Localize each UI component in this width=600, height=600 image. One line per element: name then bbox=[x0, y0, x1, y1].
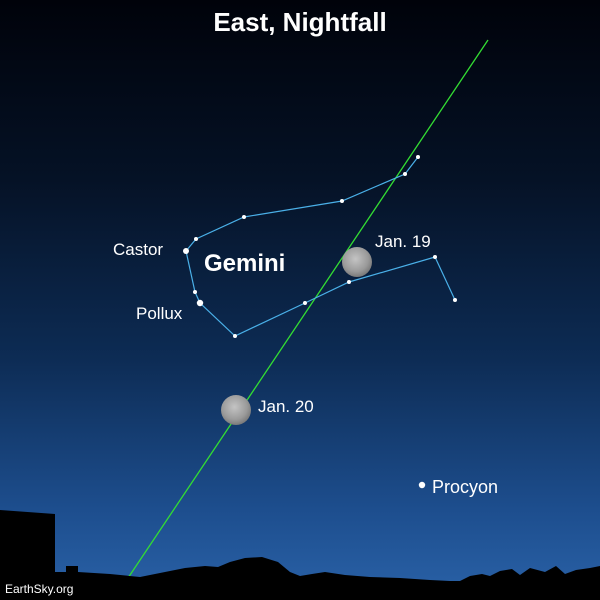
star bbox=[453, 298, 457, 302]
credit-watermark: EarthSky.org bbox=[5, 582, 74, 596]
gemini-stars bbox=[183, 155, 457, 338]
gemini-pollux-line bbox=[185, 250, 456, 337]
moon-date-label-jan-20: Jan. 20 bbox=[258, 397, 314, 416]
landscape-silhouette bbox=[0, 510, 600, 600]
pollux-label: Pollux bbox=[136, 304, 183, 323]
star bbox=[193, 290, 197, 294]
star bbox=[303, 301, 307, 305]
chart-title: East, Nightfall bbox=[213, 7, 387, 37]
star bbox=[233, 334, 237, 338]
star bbox=[340, 199, 344, 203]
ecliptic-line bbox=[127, 39, 489, 579]
castor-star bbox=[183, 248, 189, 254]
moon-jan-20 bbox=[221, 395, 251, 425]
castor-label: Castor bbox=[113, 240, 164, 259]
star bbox=[416, 155, 420, 159]
procyon-label: Procyon bbox=[432, 477, 499, 497]
moon-jan-19 bbox=[342, 247, 372, 277]
star bbox=[433, 255, 437, 259]
moon-date-label-jan-19: Jan. 19 bbox=[375, 232, 431, 251]
procyon-star bbox=[418, 481, 426, 489]
gemini-castor-line bbox=[185, 156, 419, 252]
star bbox=[347, 280, 351, 284]
star bbox=[403, 172, 407, 176]
star bbox=[242, 215, 246, 219]
constellation-label: Gemini bbox=[204, 250, 286, 277]
star bbox=[194, 237, 198, 241]
pollux-star bbox=[196, 299, 204, 307]
